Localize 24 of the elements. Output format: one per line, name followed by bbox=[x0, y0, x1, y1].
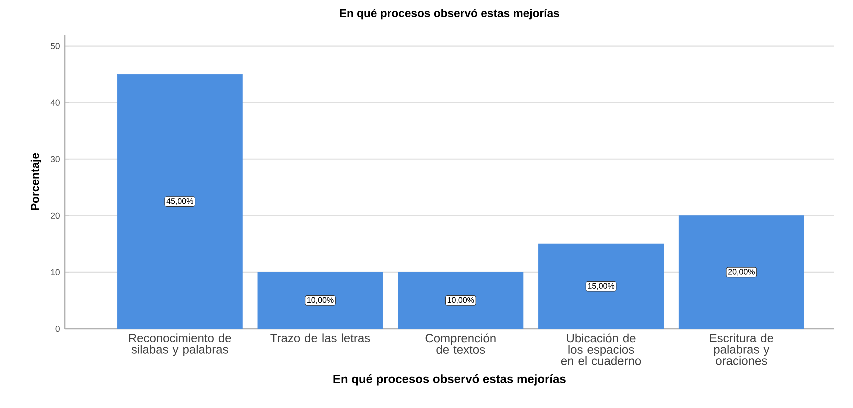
x-tick-label: Escritura de palabras y oraciones bbox=[710, 334, 774, 366]
data-label: 15,00% bbox=[588, 283, 615, 290]
data-label: 10,00% bbox=[308, 297, 334, 304]
chart-title: En qué procesos observó estas mejorías bbox=[340, 8, 560, 20]
y-tick-label: 0 bbox=[56, 326, 60, 332]
x-tick-label: Trazo de las letras bbox=[270, 334, 370, 343]
data-label: 10,00% bbox=[448, 297, 474, 304]
x-axis-title: En qué procesos observó estas mejorías bbox=[334, 374, 566, 386]
bar bbox=[117, 74, 243, 330]
bar bbox=[258, 272, 384, 330]
y-tick-label: 20 bbox=[51, 212, 60, 219]
x-tick-label: Reconocimiento de silabas y palabras bbox=[129, 334, 232, 356]
bar bbox=[678, 216, 804, 330]
y-tick-label: 30 bbox=[50, 156, 60, 162]
data-label: 45,00% bbox=[166, 198, 194, 206]
x-tick-label: Ubicación de los espacios en el cuaderno bbox=[561, 334, 642, 366]
y-tick-label: 50 bbox=[51, 43, 60, 50]
bar bbox=[538, 244, 664, 330]
x-tick-label: Comprención de textos bbox=[426, 334, 496, 354]
y-axis-title: Porcentaje bbox=[30, 153, 42, 210]
bar bbox=[398, 272, 524, 330]
y-tick-label: 10 bbox=[51, 269, 60, 276]
data-label: 20,00% bbox=[728, 269, 755, 276]
y-tick-label: 40 bbox=[50, 100, 60, 106]
